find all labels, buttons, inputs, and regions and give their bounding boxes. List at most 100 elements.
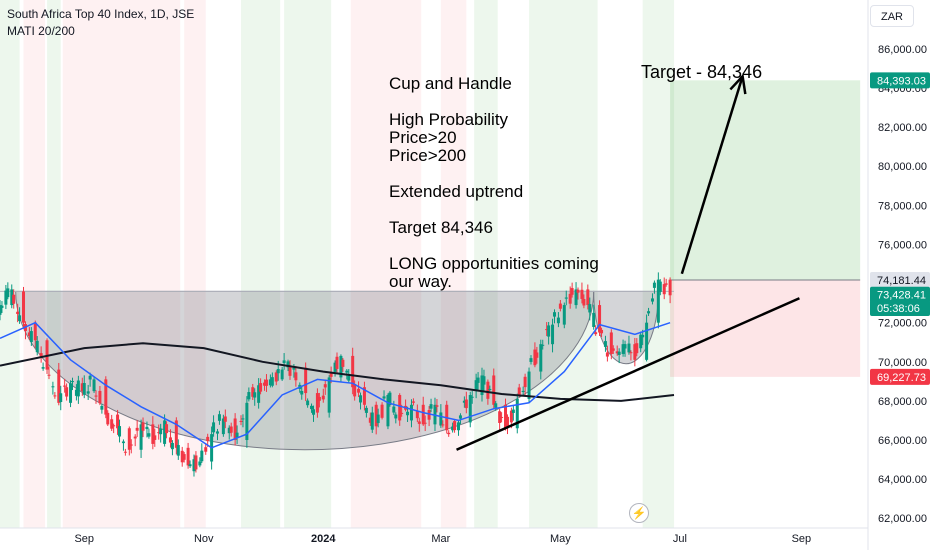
x-tick-label: Mar [431,533,450,545]
candle-up [345,370,349,373]
candle-up [339,355,343,378]
candle-down [288,366,292,376]
candle-up [159,428,163,435]
support-trendline [456,297,800,451]
candle-down [229,426,233,433]
stop-zone [670,280,861,377]
price-label-box [870,272,930,289]
candle-up [139,424,143,450]
candle-down [341,359,345,367]
candle-down [63,385,67,387]
candle-down [517,387,521,395]
candle-up [515,398,519,429]
candle-up [639,334,643,349]
candle-down [57,369,61,403]
candle-down [523,376,527,388]
candle-up [392,406,396,413]
candle-up [18,315,22,322]
candle-down [441,424,445,426]
regime-band-down [23,0,46,528]
currency-selector[interactable]: ZAR [870,5,914,27]
candle-down [600,329,604,334]
candle-down [417,421,421,424]
price-label: 74,181.44 [877,275,926,287]
price-label-box [870,286,930,303]
candle-up [163,420,167,444]
regime-band-up [474,0,498,528]
price-label: 73,428.41 [877,290,926,302]
candle-up [310,405,314,410]
candle-up [0,305,2,315]
candle-down [123,451,127,453]
candle-up [235,432,239,438]
candle-down [500,416,504,418]
candle-down [141,422,145,431]
candle-up [29,331,33,342]
candle-down [435,405,439,407]
candle-up [451,426,455,431]
candle-up [121,441,125,444]
candle-up [658,281,662,292]
candle-up [650,298,654,302]
candle-up [198,461,202,466]
candle-up [470,396,474,398]
candle-up [70,381,74,383]
candle-up [280,369,284,380]
candle-down [321,395,325,400]
candle-up [311,409,315,415]
annotation-line: Target 84,346 [389,218,493,237]
candle-down [47,374,51,376]
candle-down [304,367,308,394]
lightning-icon[interactable]: ⚡ [629,503,649,523]
x-tick-label: May [550,533,571,545]
price-label-box [870,300,930,316]
candle-down [580,289,584,299]
candle-down [398,395,402,421]
candle-down [263,382,267,386]
candle-up [529,358,533,362]
candle-down [168,437,172,443]
candle-up [382,396,386,399]
x-tick-label: Sep [792,533,812,545]
annotation-line: LONG opportunities coming [389,254,599,273]
candle-up [394,414,398,419]
candle-up [439,412,443,426]
candle-up [370,412,374,430]
candle-down [186,447,190,466]
candle-up [241,418,245,420]
candle-up [4,290,8,305]
candle-up [76,380,80,397]
candle-up [215,431,219,434]
candle-down [16,311,20,314]
candle-down [605,352,609,357]
candle-up [217,414,221,421]
candle-up [59,393,63,402]
candle-up [511,409,515,413]
candle-down [453,421,457,431]
y-tick-label: 86,000.00 [878,44,927,56]
candle-up [603,341,607,347]
candle-down [80,383,84,392]
candle-down [351,355,355,388]
candle-up [480,375,484,396]
candle-down [112,425,116,427]
candle-up [359,395,363,403]
candle-down [423,422,427,424]
candle-up [462,400,466,403]
candle-down [129,444,133,446]
candle-down [662,284,666,295]
price-label: 84,393.03 [877,75,926,87]
candle-down [98,390,102,404]
candle-down [104,379,108,415]
candle-up [257,385,261,403]
candle-down [400,412,404,414]
y-tick-label: 62,000.00 [878,513,927,525]
candle-up [556,317,560,324]
candle-down [609,332,613,354]
y-tick-label: 64,000.00 [878,474,927,486]
candle-up [333,362,337,372]
candle-up [221,418,225,435]
candle-down [576,289,580,293]
regime-band-down [350,0,422,528]
